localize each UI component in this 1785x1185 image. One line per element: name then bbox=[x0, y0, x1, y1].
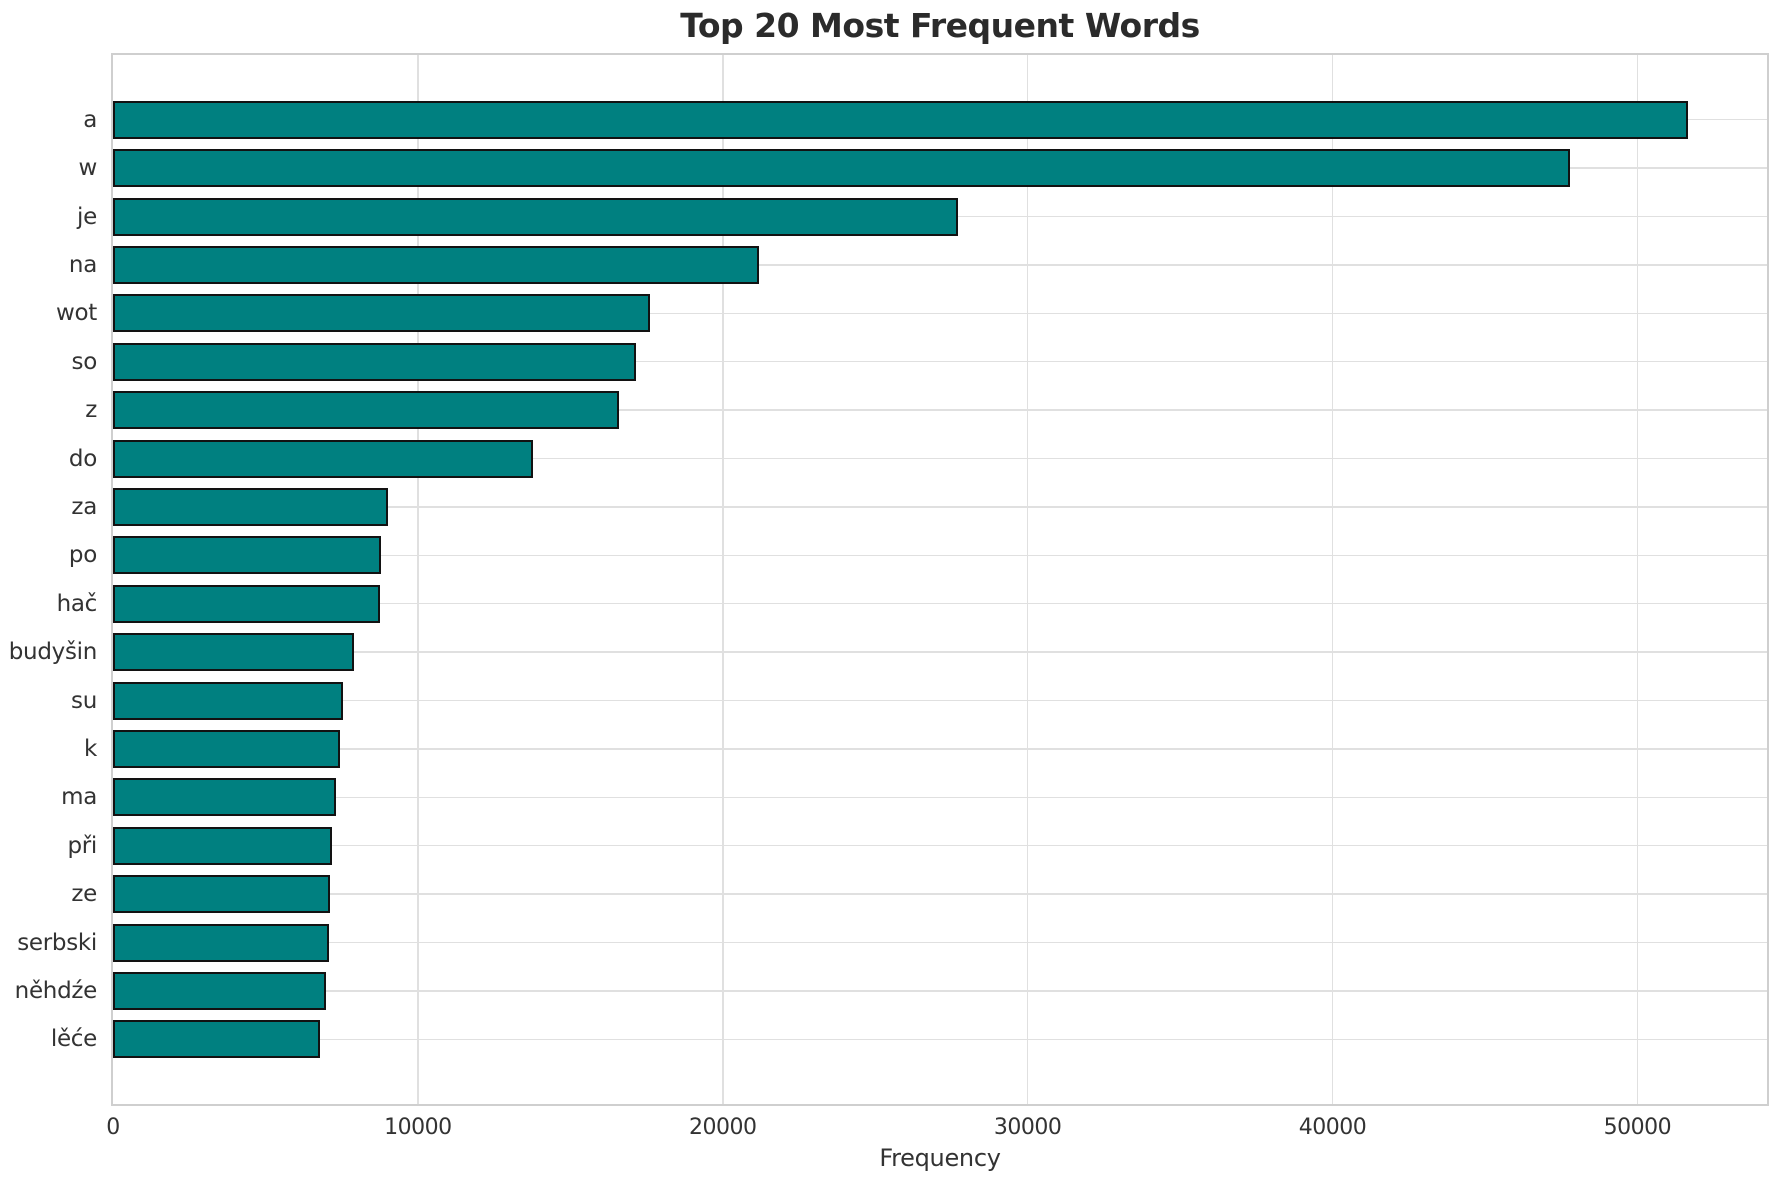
x-axis-label: Frequency bbox=[879, 1144, 1001, 1172]
ytick-label-z: z bbox=[85, 397, 97, 424]
gridline-y-ze bbox=[113, 893, 1767, 895]
bar-serbski bbox=[113, 923, 329, 962]
xtick-label-50000: 50000 bbox=[1603, 1115, 1672, 1140]
bar-w bbox=[113, 149, 1571, 188]
xtick-label-30000: 30000 bbox=[993, 1115, 1062, 1140]
gridline-y-wot bbox=[113, 312, 1767, 315]
bar-něhdźe bbox=[113, 971, 327, 1010]
gridline-y-lěće bbox=[113, 1038, 1767, 1041]
ytick-label-za: za bbox=[71, 493, 97, 520]
xtick-label-20000: 20000 bbox=[689, 1115, 757, 1140]
gridline-y-budyšin bbox=[113, 651, 1767, 653]
bar-hač bbox=[113, 584, 381, 623]
gridline-y-so bbox=[113, 360, 1767, 363]
ytick-label-po: po bbox=[68, 542, 97, 569]
gridline-y-serbski bbox=[113, 941, 1767, 944]
bar-na bbox=[113, 245, 760, 284]
ytick-label-něhdźe: něhdźe bbox=[14, 977, 98, 1004]
gridline-x-30000 bbox=[1026, 55, 1029, 1104]
bar-ma bbox=[113, 778, 336, 817]
bar-su bbox=[113, 681, 344, 720]
bar-po bbox=[113, 536, 382, 575]
gridline-y-za bbox=[113, 506, 1767, 508]
ytick-label-lěće: lěće bbox=[50, 1026, 97, 1053]
bar-a bbox=[113, 100, 1688, 139]
ytick-label-w: w bbox=[78, 155, 97, 182]
ytick-label-do: do bbox=[68, 445, 97, 472]
ytick-label-so: so bbox=[71, 348, 98, 375]
gridline-y-na bbox=[113, 264, 1767, 266]
gridline-y-hač bbox=[113, 602, 1767, 605]
bar-ze bbox=[113, 875, 331, 914]
ytick-label-budyšin: budyšin bbox=[8, 639, 98, 666]
bar-do bbox=[113, 439, 534, 478]
gridline-y-po bbox=[113, 554, 1767, 557]
ytick-label-je: je bbox=[77, 203, 97, 230]
bar-z bbox=[113, 391, 620, 430]
gridline-x-50000 bbox=[1636, 55, 1639, 1104]
gridline-y-do bbox=[113, 457, 1767, 460]
bar-lěće bbox=[113, 1020, 321, 1059]
ytick-label-ze: ze bbox=[71, 881, 97, 908]
ytick-label-serbski: serbski bbox=[17, 929, 97, 956]
xtick-label-40000: 40000 bbox=[1298, 1115, 1367, 1140]
bar-k bbox=[113, 729, 341, 768]
bar-wot bbox=[113, 294, 650, 333]
gridline-x-40000 bbox=[1331, 55, 1334, 1104]
bar-je bbox=[113, 197, 958, 236]
xtick-label-0: 0 bbox=[106, 1115, 120, 1140]
bar-při bbox=[113, 826, 332, 865]
bar-budyšin bbox=[113, 633, 354, 672]
bar-za bbox=[113, 487, 389, 526]
gridline-x-20000 bbox=[721, 55, 724, 1104]
ytick-label-hač: hač bbox=[56, 590, 98, 617]
chart-title: Top 20 Most Frequent Words bbox=[680, 6, 1200, 45]
bar-so bbox=[113, 342, 636, 381]
gridline-y-k bbox=[113, 748, 1767, 750]
gridline-y-su bbox=[113, 699, 1767, 702]
gridline-y-při bbox=[113, 844, 1767, 847]
ytick-label-wot: wot bbox=[55, 300, 97, 327]
xtick-label-10000: 10000 bbox=[384, 1115, 452, 1140]
ytick-label-při: při bbox=[67, 832, 97, 859]
gridline-y-ma bbox=[113, 796, 1767, 799]
ytick-label-a: a bbox=[83, 106, 97, 133]
gridline-y-z bbox=[113, 409, 1767, 411]
plot-area bbox=[111, 53, 1769, 1106]
gridline-x-10000 bbox=[417, 55, 419, 1104]
ytick-label-na: na bbox=[68, 251, 97, 278]
ytick-label-k: k bbox=[83, 735, 97, 762]
gridline-y-něhdźe bbox=[113, 990, 1767, 992]
ytick-label-ma: ma bbox=[61, 784, 97, 811]
ytick-label-su: su bbox=[71, 687, 97, 714]
